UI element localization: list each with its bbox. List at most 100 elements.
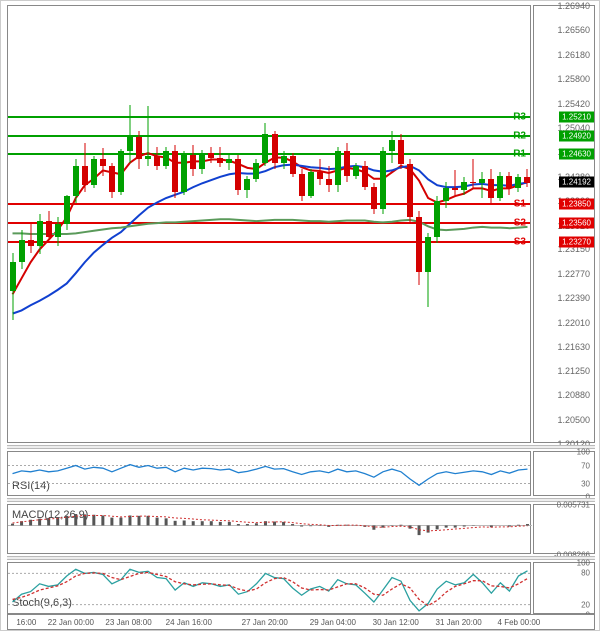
y-tick: 1.25420 [557,99,590,109]
candle [55,6,61,444]
candle [91,6,97,444]
candle [100,6,106,444]
candle [136,6,142,444]
candle [19,6,25,444]
macd-label: MACD(12,26,9) [12,509,88,521]
candle [145,6,151,444]
ind-tick: 100 [577,448,590,457]
sr-flag-S3: 1.23270 [559,236,594,247]
y-tick: 1.20880 [557,390,590,400]
separator[interactable] [7,498,595,502]
y-tick: 1.20500 [557,415,590,425]
ind-tick: 80 [581,569,590,578]
candle [28,6,34,444]
stoch-label: Stoch(9,6,3) [12,597,72,609]
x-tick: 4 Feb 00:00 [498,618,541,627]
candle [226,6,232,444]
candle [515,6,521,444]
sr-flag-R1: 1.24630 [559,149,594,160]
candle [398,6,404,444]
candle [470,6,476,444]
y-tick: 1.21250 [557,366,590,376]
rsi-label: RSI(14) [12,480,50,492]
macd-panel[interactable]: MACD(12,26,9) [7,504,531,554]
candle [244,6,250,444]
x-tick: 23 Jan 08:00 [105,618,151,627]
y-tick: 1.26180 [557,50,590,60]
y-tick: 1.22010 [557,318,590,328]
candle [208,6,214,444]
candle [407,6,413,444]
stoch-panel[interactable]: Stoch(9,6,3) [7,562,531,614]
candle [326,6,332,444]
y-tick: 1.21630 [557,342,590,352]
candle [154,6,160,444]
x-tick: 22 Jan 00:00 [48,618,94,627]
candle [506,6,512,444]
sr-flag-R2: 1.24920 [559,130,594,141]
ind-tick: 0.005731 [557,501,590,510]
candle [163,6,169,444]
candle [497,6,503,444]
price-y-axis: 1.269401.265601.261801.258001.254201.250… [533,5,595,443]
candle [118,6,124,444]
candle [64,6,70,444]
x-tick: 29 Jan 04:00 [310,618,356,627]
candle [524,6,530,444]
x-tick: 27 Jan 20:00 [242,618,288,627]
candle [82,6,88,444]
candle [317,6,323,444]
candle [344,6,350,444]
candle [10,6,16,444]
stoch-y-axis: 10080200 [533,562,595,614]
x-tick: 16:00 [16,618,36,627]
separator[interactable] [7,445,595,449]
x-tick: 31 Jan 20:00 [435,618,481,627]
candle [425,6,431,444]
candle [272,6,278,444]
sr-flag-S2: 1.23560 [559,218,594,229]
candle [199,6,205,444]
candle [443,6,449,444]
macd-y-axis: 0.005731-0.008266 [533,504,595,554]
separator[interactable] [7,556,595,560]
candle [127,6,133,444]
x-tick: 24 Jan 16:00 [166,618,212,627]
candle [235,6,241,444]
x-tick: 30 Jan 12:00 [373,618,419,627]
ind-tick: 70 [581,461,590,470]
y-tick: 1.22390 [557,293,590,303]
candle [380,6,386,444]
y-tick: 1.22770 [557,269,590,279]
candle [37,6,43,444]
candle [434,6,440,444]
candle [335,6,341,444]
candle [488,6,494,444]
candle [308,6,314,444]
chart-wrapper: R3R2R1S1S2S3 1.26940 1.26560 1.26180 1.2580… [0,0,600,631]
candle [353,6,359,444]
candle [479,6,485,444]
candle [416,6,422,444]
candle [73,6,79,444]
price-flag: 1.24192 [559,177,594,188]
candle [452,6,458,444]
y-tick: 1.26560 [557,25,590,35]
price-chart[interactable]: R3R2R1S1S2S3 [7,5,531,443]
y-tick: 1.26940 [557,1,590,11]
y-tick: 1.25800 [557,74,590,84]
candle [217,6,223,444]
candle [299,6,305,444]
ind-tick: 20 [581,600,590,609]
candle [281,6,287,444]
candle [290,6,296,444]
candle [389,6,395,444]
candle [362,6,368,444]
rsi-panel[interactable]: RSI(14) [7,451,531,496]
sr-flag-S1: 1.23850 [559,199,594,210]
candle [172,6,178,444]
candle [46,6,52,444]
candle [109,6,115,444]
candle [190,6,196,444]
ind-tick: 100 [577,559,590,568]
